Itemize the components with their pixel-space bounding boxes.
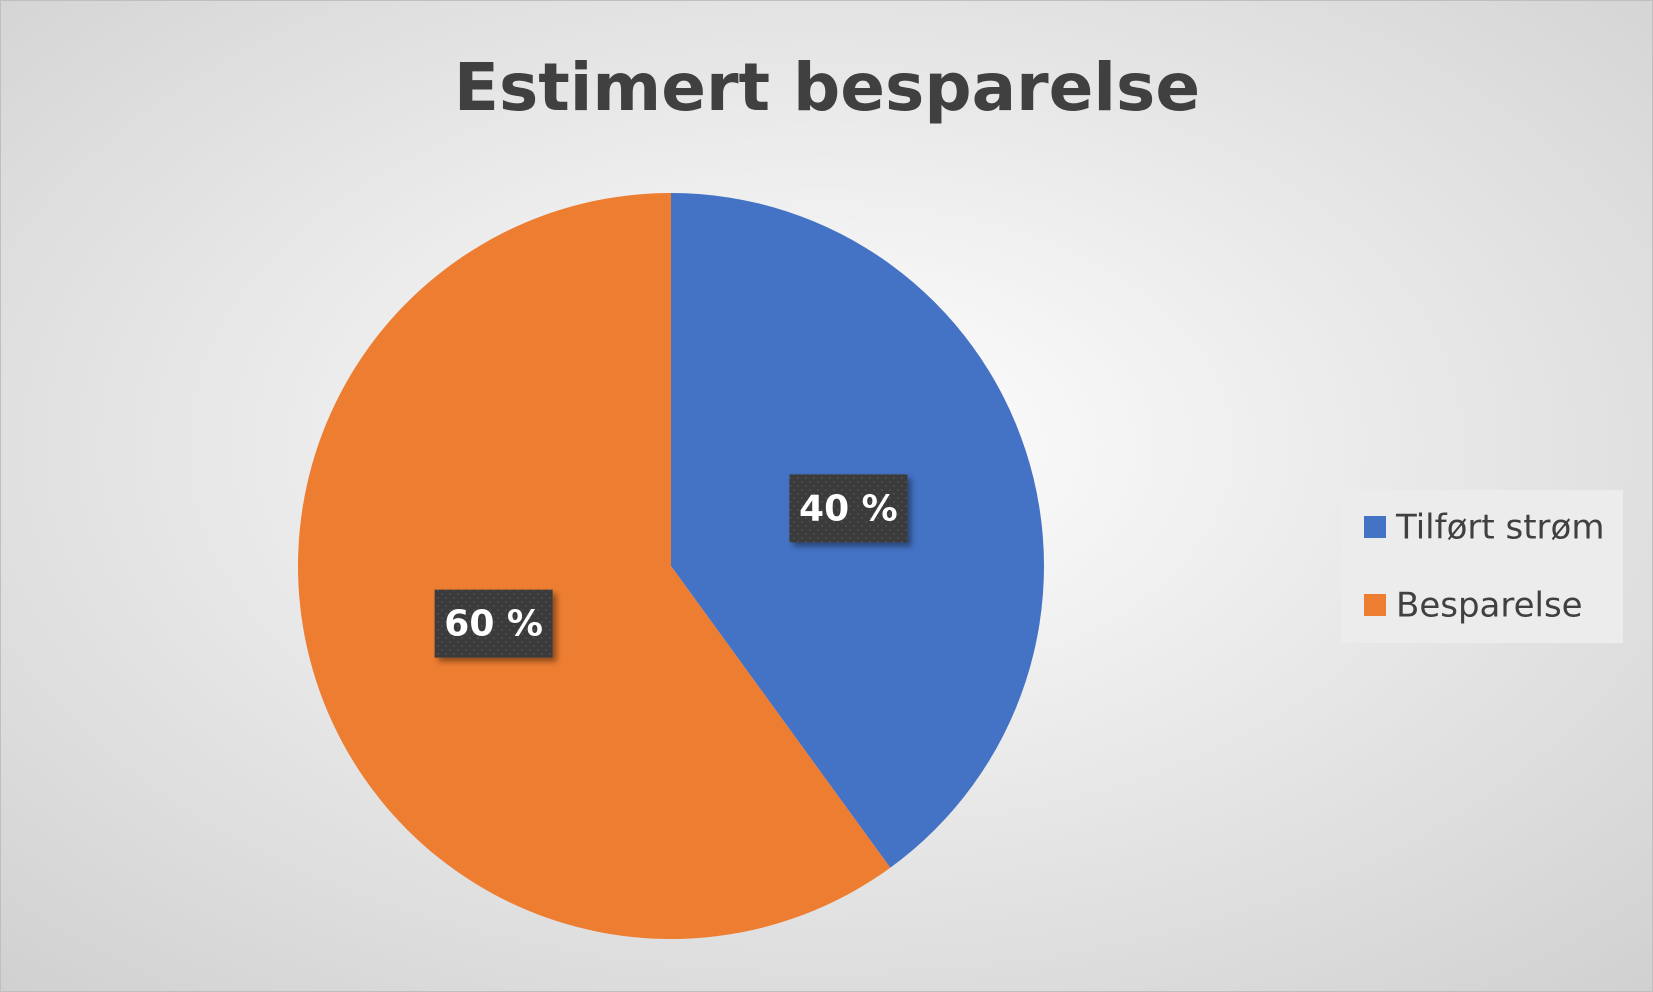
data-label: 60 %	[444, 604, 543, 645]
legend-label: Tilført strøm	[1395, 508, 1604, 548]
legend-swatch	[1364, 516, 1386, 538]
data-label-box	[434, 589, 553, 658]
data-label-box	[789, 474, 908, 543]
legend-label: Besparelse	[1396, 586, 1583, 626]
legend-box	[1341, 490, 1623, 643]
chart-title: Estimert besparelse	[454, 49, 1200, 126]
pie-slice	[298, 193, 891, 939]
legend-swatch	[1364, 594, 1386, 616]
data-label: 40 %	[799, 488, 898, 529]
